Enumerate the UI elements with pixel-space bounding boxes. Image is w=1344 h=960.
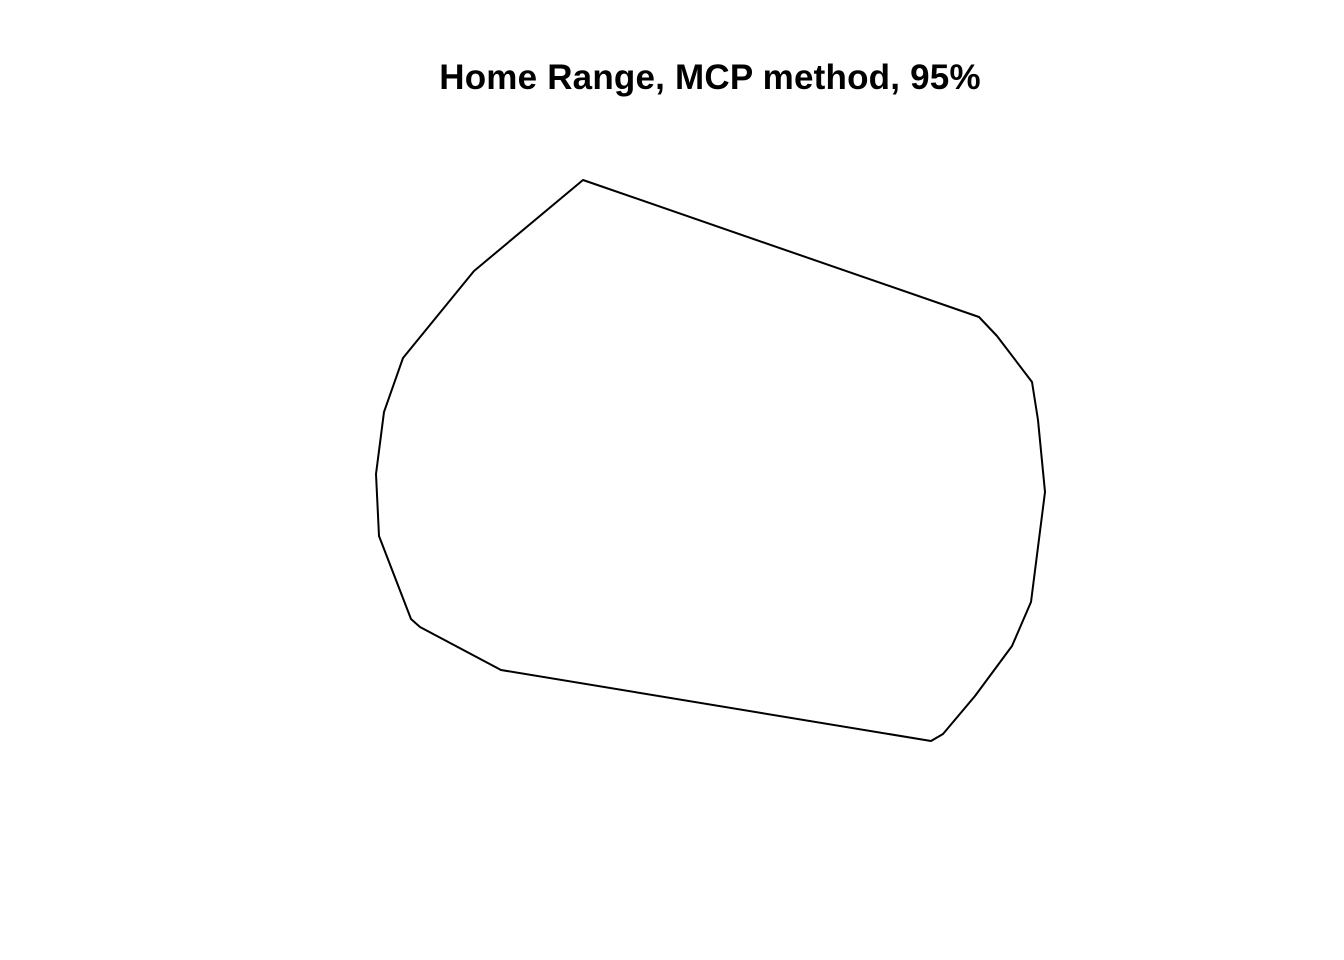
- home-range-layer: [375, 179, 1046, 742]
- chart-title: Home Range, MCP method, 95%: [439, 58, 981, 97]
- home-range-polygon: [375, 179, 1046, 742]
